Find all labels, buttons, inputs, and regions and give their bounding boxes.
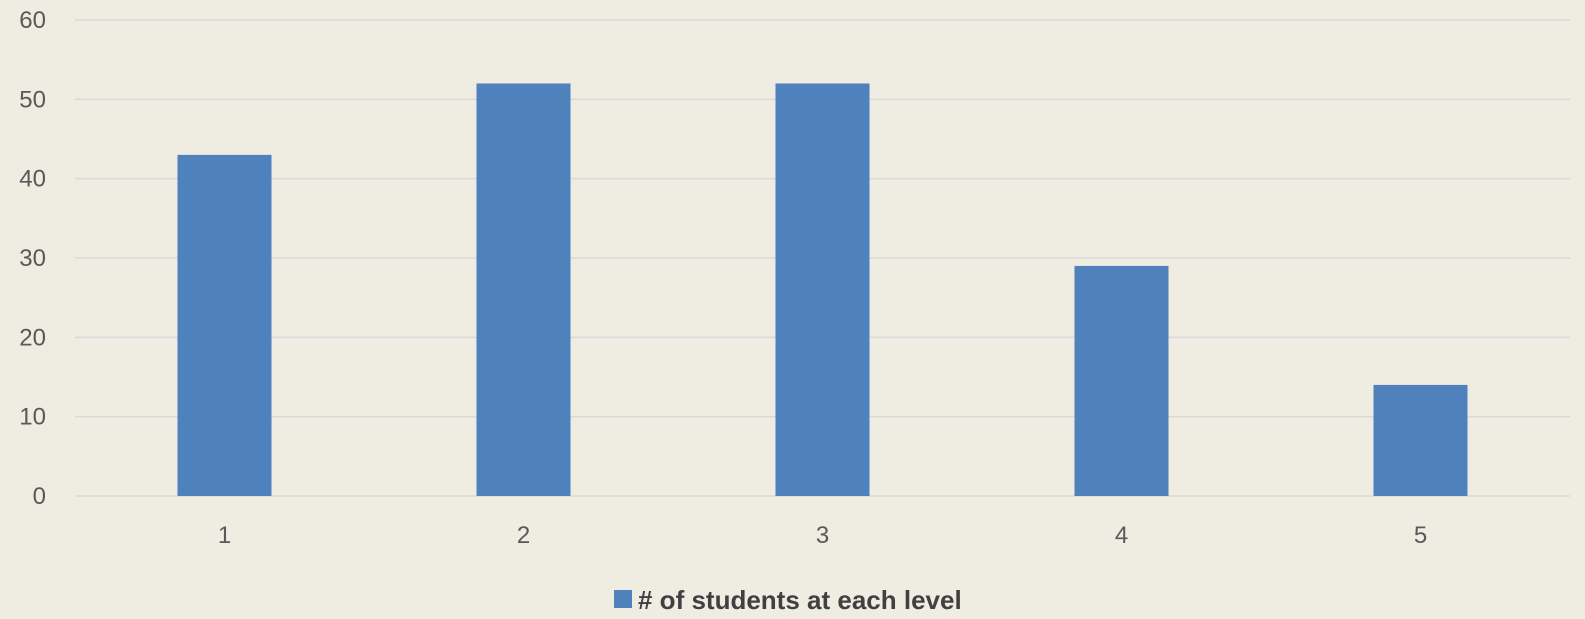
x-tick-label: 4 bbox=[1115, 522, 1128, 549]
y-tick-label: 60 bbox=[19, 7, 46, 34]
bar-2 bbox=[476, 83, 571, 496]
x-tick-label: 3 bbox=[816, 522, 829, 549]
bar-3 bbox=[775, 83, 870, 496]
y-tick-label: 40 bbox=[19, 166, 46, 193]
x-tick-label: 1 bbox=[218, 522, 231, 549]
y-axis-ticks: 0 10 20 30 40 50 60 bbox=[19, 7, 46, 510]
legend-swatch bbox=[614, 590, 632, 608]
y-tick-label: 20 bbox=[19, 324, 46, 351]
x-tick-label: 5 bbox=[1414, 522, 1427, 549]
x-axis-ticks: 1 2 3 4 5 bbox=[218, 522, 1427, 549]
y-tick-label: 0 bbox=[33, 483, 46, 510]
legend-label: # of students at each level bbox=[638, 585, 962, 615]
bars bbox=[177, 83, 1468, 496]
bar-1 bbox=[177, 154, 272, 496]
bar-5 bbox=[1373, 384, 1468, 496]
bar-4 bbox=[1074, 265, 1169, 496]
y-tick-label: 30 bbox=[19, 245, 46, 272]
legend: # of students at each level bbox=[614, 585, 962, 615]
y-tick-label: 10 bbox=[19, 404, 46, 431]
y-tick-label: 50 bbox=[19, 86, 46, 113]
x-tick-label: 2 bbox=[517, 522, 530, 549]
